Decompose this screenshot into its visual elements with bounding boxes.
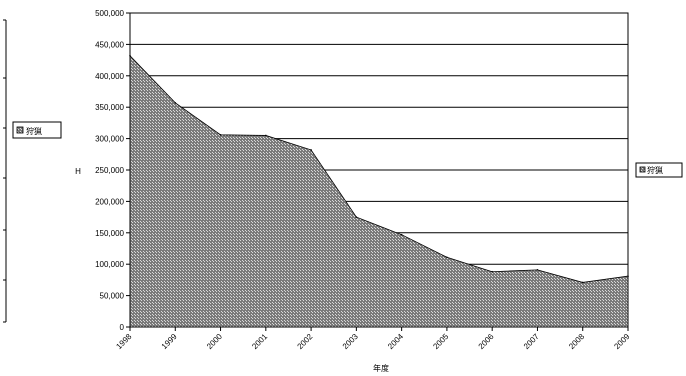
x-tick-label: 2005 bbox=[431, 332, 450, 351]
x-tick-label: 2004 bbox=[386, 332, 405, 351]
data-point bbox=[491, 270, 493, 273]
y-tick-label: 250,000 bbox=[95, 166, 124, 175]
x-tick-label: 2006 bbox=[477, 332, 496, 351]
data-point bbox=[446, 256, 448, 259]
left-legend-swatch bbox=[16, 126, 24, 134]
y-tick-label: 0 bbox=[120, 323, 125, 332]
data-point bbox=[265, 134, 267, 137]
y-tick-label: 350,000 bbox=[95, 103, 124, 112]
x-tick-label: 1999 bbox=[160, 332, 179, 351]
y-tick-label: 500,000 bbox=[95, 9, 124, 18]
left-legend-label: 狩猟 bbox=[26, 126, 42, 136]
data-point bbox=[627, 275, 629, 277]
left-partial-chart: 狩猟 bbox=[3, 19, 62, 323]
data-point bbox=[310, 149, 312, 151]
x-axis-title: 年度 bbox=[373, 363, 389, 373]
data-point bbox=[219, 134, 222, 136]
x-axis: 1998 1999 2000 2001 2002 2003 2004 2005 2006 2007… bbox=[114, 327, 632, 351]
data-point bbox=[400, 233, 403, 236]
data-point bbox=[536, 269, 539, 271]
data-point bbox=[174, 102, 177, 104]
x-tick-label: 2009 bbox=[612, 332, 631, 351]
x-tick-label: 2003 bbox=[341, 332, 360, 351]
y-axis-title: H bbox=[75, 167, 81, 176]
x-tick-label: 2001 bbox=[250, 332, 269, 351]
y-tick-label: 150,000 bbox=[95, 229, 124, 238]
y-tick-label: 50,000 bbox=[100, 292, 125, 301]
y-axis: 0 50,000 100,000 150,000 200,000 250,000 300,0… bbox=[95, 9, 130, 332]
y-tick-label: 100,000 bbox=[95, 260, 124, 269]
data-point bbox=[129, 54, 131, 57]
x-tick-label: 2002 bbox=[296, 332, 315, 351]
y-tick-label: 300,000 bbox=[95, 135, 124, 144]
legend: 狩猟 bbox=[635, 162, 683, 178]
x-tick-label: 2007 bbox=[522, 332, 541, 351]
legend-swatch bbox=[639, 166, 646, 173]
x-tick-label: 2000 bbox=[205, 332, 224, 351]
y-tick-label: 400,000 bbox=[95, 72, 124, 81]
y-tick-label: 450,000 bbox=[95, 40, 124, 49]
x-tick-label: 1998 bbox=[114, 332, 133, 351]
y-tick-label: 200,000 bbox=[95, 197, 124, 206]
x-tick-label: 2008 bbox=[567, 332, 586, 351]
legend-label: 狩猟 bbox=[647, 165, 663, 175]
plot-area: 0 50,000 100,000 150,000 200,000 250,000 300,0… bbox=[95, 9, 632, 351]
data-point bbox=[581, 281, 584, 284]
left-legend: 狩猟 bbox=[12, 121, 62, 139]
data-point bbox=[355, 216, 358, 218]
